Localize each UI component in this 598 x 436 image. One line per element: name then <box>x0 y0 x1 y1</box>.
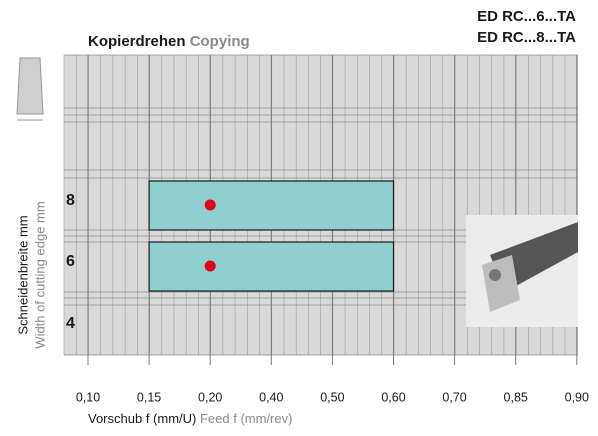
x-tick-label: 0,90 <box>565 390 589 404</box>
x-label-de: Vorschub f (mm/U) <box>88 411 196 426</box>
range-bar <box>148 241 395 292</box>
chart-title: Kopierdrehen Copying <box>88 33 250 50</box>
x-tick-label: 0,15 <box>137 390 161 404</box>
title-en: Copying <box>190 33 250 50</box>
title-de: Kopierdrehen <box>88 33 186 50</box>
product-photo <box>466 215 578 327</box>
y-category-label: 8 <box>66 192 75 209</box>
insert-icon <box>16 57 44 121</box>
product-code: ED RC...8...TA <box>477 29 576 46</box>
y-label-en: Width of cutting edge mm <box>32 201 47 348</box>
x-tick-label: 0,10 <box>76 390 100 404</box>
product-code: ED RC...6...TA <box>477 8 576 25</box>
x-tick-label: 0,60 <box>381 390 405 404</box>
y-category-label: 4 <box>66 315 75 332</box>
x-tick-label: 0,70 <box>442 390 466 404</box>
x-tick-label: 0,85 <box>504 390 528 404</box>
range-bar <box>148 180 395 231</box>
x-tick-label: 0,40 <box>259 390 283 404</box>
point <box>204 199 216 211</box>
x-tick-label: 0,20 <box>198 390 222 404</box>
y-category-label: 6 <box>66 253 75 270</box>
x-label-en: Feed f (mm/rev) <box>200 411 292 426</box>
x-label: Vorschub f (mm/U) Feed f (mm/rev) <box>88 411 292 426</box>
x-tick-label: 0,50 <box>320 390 344 404</box>
point <box>204 260 216 272</box>
y-label: Schneidenbreite mm <box>15 215 30 334</box>
